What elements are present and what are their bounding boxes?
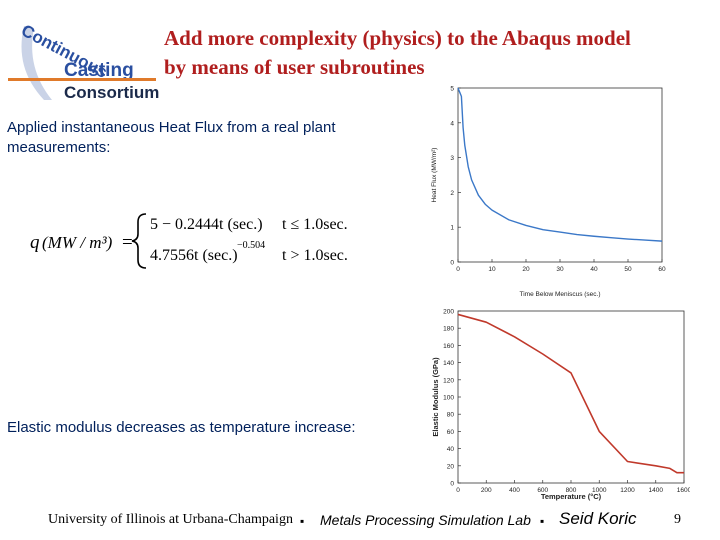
- x-tick-label: 40: [590, 266, 598, 273]
- slide-title: Add more complexity (physics) to the Aba…: [164, 24, 716, 82]
- x-tick-label: 50: [624, 266, 632, 273]
- x-tick-label: 30: [556, 266, 564, 273]
- x-tick-label: 0: [456, 266, 460, 273]
- footer-author: Seid Koric: [559, 509, 637, 528]
- equation-lhs: q: [30, 232, 40, 253]
- heat-flux-text: Applied instantaneous Heat Flux from a r…: [7, 119, 336, 156]
- x-tick-label: 10: [488, 266, 496, 273]
- case2-expression: 4.7556t (sec.): [150, 247, 238, 264]
- page-number: 9: [674, 512, 681, 527]
- heat-flux-equation: q (MW / m³) = 5 − 0.2444t (sec.) t ≤ 1.0…: [30, 213, 348, 269]
- y-tick-label: 40: [447, 446, 455, 453]
- x-tick-label: 800: [566, 487, 577, 494]
- x-tick-label: 1400: [649, 487, 664, 494]
- x-tick-label: 1200: [620, 487, 635, 494]
- equals-sign: =: [122, 232, 133, 253]
- x-tick-label: 1000: [592, 487, 607, 494]
- y-tick-label: 20: [447, 463, 455, 470]
- x-tick-label: 0: [456, 487, 460, 494]
- logo-word-casting: Casting: [64, 60, 134, 81]
- footer-university: University of Illinois at Urbana-Champai…: [48, 512, 293, 527]
- elastic-modulus-text: Elastic modulus decreases as temperature…: [7, 419, 356, 436]
- x-tick-label: 20: [522, 266, 530, 273]
- consortium-logo: Continuous Casting Consortium: [8, 21, 159, 102]
- x-tick-label: 60: [658, 266, 666, 273]
- brace: [131, 213, 147, 269]
- y-axis-label: Heat Flux (MW/m²): [431, 148, 438, 203]
- footer: University of Illinois at Urbana-Champai…: [0, 508, 720, 534]
- y-tick-label: 120: [443, 377, 454, 384]
- y-tick-label: 2: [450, 190, 454, 197]
- footer-separator-2: ▪: [540, 514, 545, 528]
- x-tick-label: 400: [509, 487, 520, 494]
- y-tick-label: 100: [443, 395, 454, 402]
- heat-flux-chart: 0 10 20 30 40 50 60 0 1 2 3 4 5 Time Below Meniscus (…: [431, 86, 666, 299]
- footer-lab: Metals Processing Simulation Lab: [320, 512, 531, 528]
- equation-lhs-units: (MW / m³): [42, 233, 113, 252]
- x-tick-label: 600: [537, 487, 548, 494]
- y-tick-label: 0: [450, 481, 454, 488]
- case1-expression: 5 − 0.2444t (sec.): [150, 216, 263, 233]
- case2-condition: t > 1.0sec.: [282, 247, 348, 264]
- x-tick-label: 1600: [677, 487, 690, 494]
- x-axis-label: Temperature (°C): [541, 492, 602, 501]
- y-tick-label: 160: [443, 343, 454, 350]
- case1-condition: t ≤ 1.0sec.: [282, 216, 348, 233]
- plot-frame: [457, 87, 663, 263]
- y-tick-label: 140: [443, 360, 454, 367]
- title-line-2: by means of user subroutines: [164, 55, 425, 79]
- y-tick-label: 1: [450, 225, 454, 232]
- y-tick-label: 3: [450, 155, 454, 162]
- series-line: [457, 87, 663, 242]
- y-tick-label: 80: [447, 412, 455, 419]
- footer-separator-1: ▪: [300, 514, 305, 528]
- series-line: [457, 313, 684, 474]
- elastic-modulus-chart: 0 200 400 600 800 1000 1200 1400 1600 0 20 40 60 80 10…: [431, 309, 690, 502]
- y-tick-label: 60: [447, 429, 455, 436]
- y-tick-label: 4: [450, 120, 454, 127]
- y-tick-label: 0: [450, 260, 454, 267]
- x-axis-label: Time Below Meniscus (sec.): [519, 291, 600, 298]
- logo-word-consortium: Consortium: [64, 83, 159, 102]
- y-axis-label: Elastic Modulus (GPa): [431, 357, 440, 437]
- logo-bar: [8, 78, 156, 81]
- y-tick-label: 200: [443, 309, 454, 316]
- case2-exponent: −0.504: [237, 240, 265, 251]
- x-tick-label: 200: [481, 487, 492, 494]
- y-tick-label: 180: [443, 326, 454, 333]
- plot-frame: [457, 310, 685, 484]
- y-tick-label: 5: [450, 86, 454, 93]
- title-line-1: Add more complexity (physics) to the Aba…: [164, 26, 631, 50]
